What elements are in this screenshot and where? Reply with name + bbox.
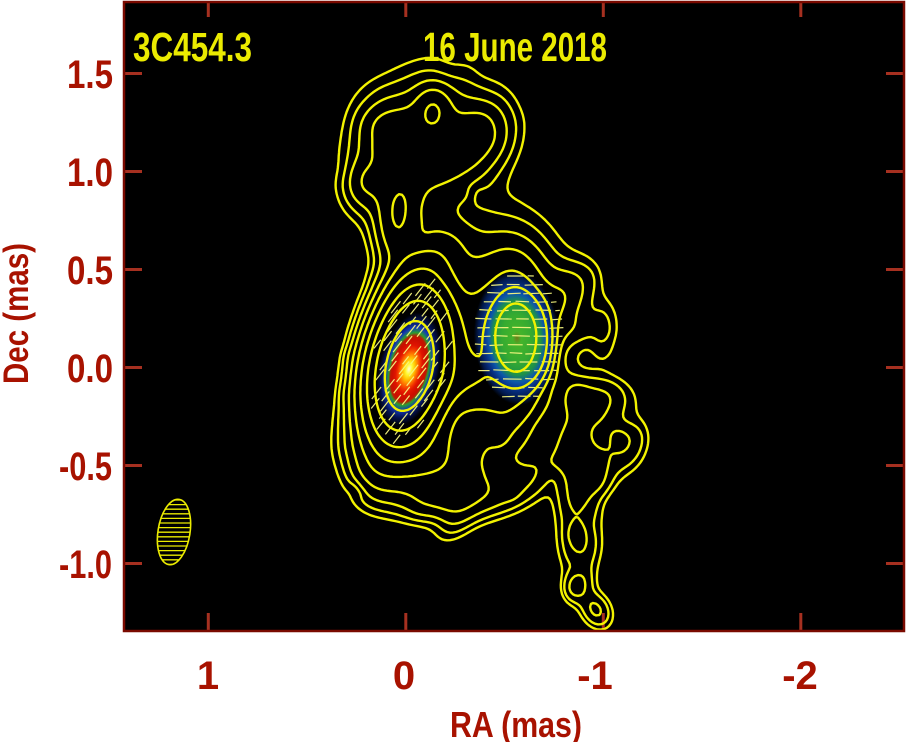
- svg-text:1.5: 1.5: [67, 53, 113, 97]
- svg-text:1: 1: [197, 654, 219, 698]
- svg-text:0.0: 0.0: [67, 347, 113, 391]
- svg-text:-2: -2: [782, 654, 818, 698]
- svg-text:Dec (mas): Dec (mas): [0, 243, 36, 384]
- svg-text:0: 0: [393, 654, 415, 698]
- svg-text:16 June 2018: 16 June 2018: [423, 24, 607, 70]
- svg-text:1.0: 1.0: [67, 151, 113, 195]
- svg-text:0.5: 0.5: [67, 249, 113, 293]
- svg-text:-1: -1: [577, 654, 613, 698]
- svg-text:-0.5: -0.5: [59, 445, 112, 489]
- svg-text:-1.0: -1.0: [59, 543, 112, 587]
- svg-text:3C454.3: 3C454.3: [133, 24, 252, 70]
- svg-text:RA (mas): RA (mas): [450, 704, 582, 742]
